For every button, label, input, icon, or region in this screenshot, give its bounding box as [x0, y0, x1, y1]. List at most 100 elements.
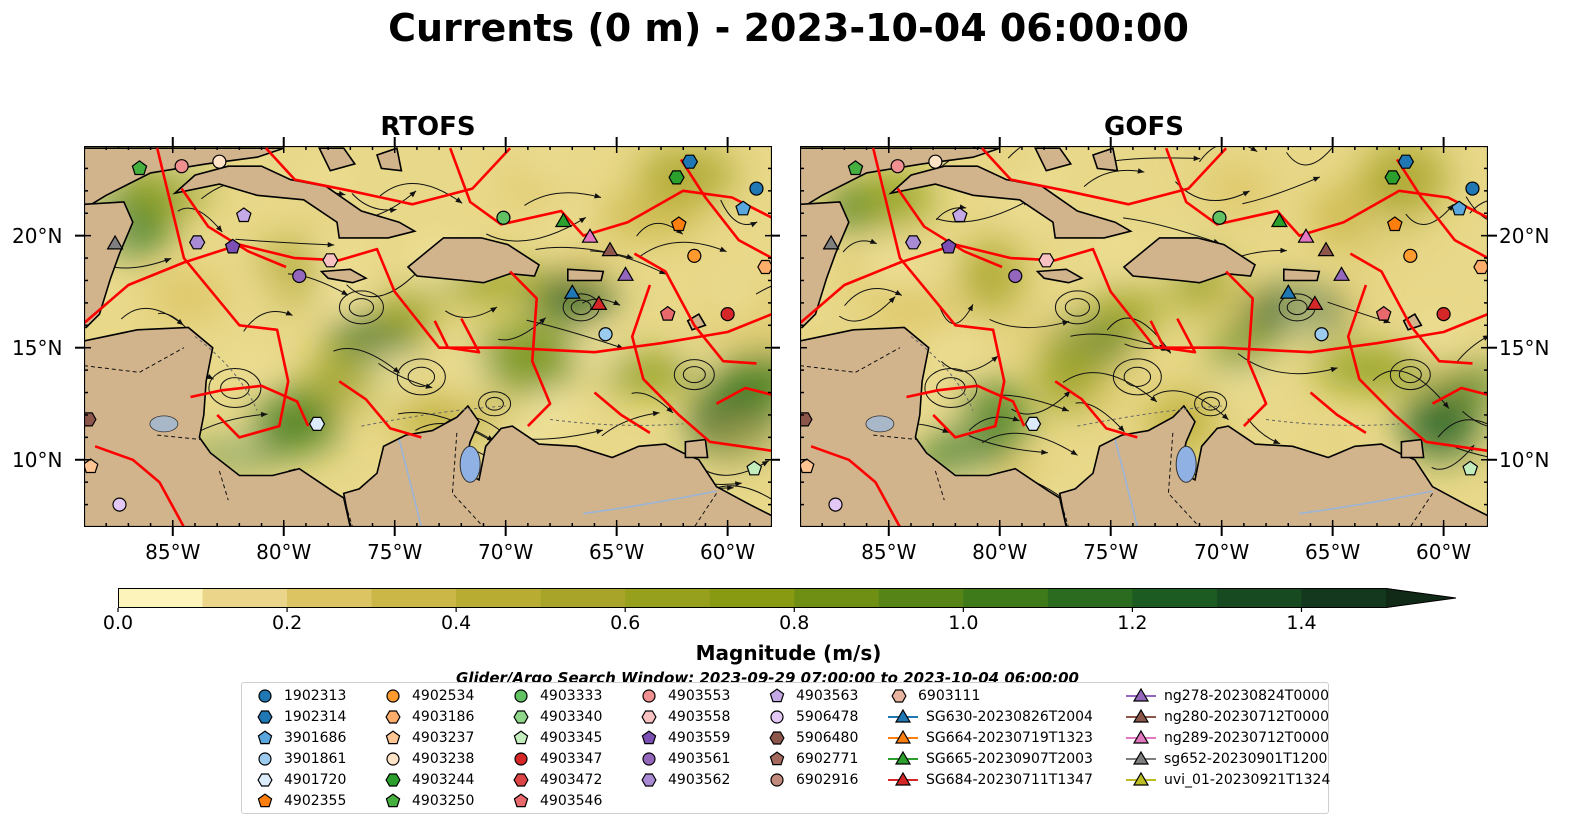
legend-triangle-icon[interactable]: [1132, 771, 1150, 786]
legend-triangle-icon[interactable]: [894, 750, 912, 765]
legend-triangle-icon[interactable]: [894, 729, 912, 744]
legend-symbol-icon[interactable]: [257, 710, 273, 724]
legend-symbol-icon[interactable]: [513, 730, 529, 745]
float-marker[interactable]: [1473, 259, 1488, 275]
legend-symbol-icon[interactable]: [642, 689, 656, 703]
float-marker[interactable]: [1451, 200, 1468, 216]
float-marker[interactable]: [1008, 268, 1023, 284]
legend-symbol-icon[interactable]: [513, 710, 529, 724]
float-marker[interactable]: [224, 238, 241, 254]
glider-marker[interactable]: [1270, 212, 1288, 228]
legend-symbol-icon[interactable]: [769, 688, 785, 703]
float-marker[interactable]: [1386, 216, 1403, 232]
float-marker[interactable]: [598, 327, 613, 342]
legend-symbol-icon[interactable]: [258, 752, 272, 766]
glider-marker[interactable]: [1306, 295, 1324, 310]
float-marker[interactable]: [1397, 154, 1415, 169]
glider-marker[interactable]: [106, 234, 124, 250]
float-marker[interactable]: [951, 207, 968, 223]
float-marker[interactable]: [496, 210, 511, 225]
float-marker[interactable]: [687, 248, 702, 263]
legend-symbol-icon[interactable]: [513, 773, 529, 787]
float-marker[interactable]: [174, 159, 189, 174]
legend-triangle-icon[interactable]: [894, 771, 912, 786]
float-marker[interactable]: [1465, 181, 1480, 196]
legend-symbol-icon[interactable]: [770, 710, 784, 724]
float-marker[interactable]: [131, 160, 148, 176]
float-marker[interactable]: [659, 305, 676, 321]
gofs-map[interactable]: [800, 146, 1488, 527]
float-marker[interactable]: [890, 159, 905, 174]
legend-symbol-icon[interactable]: [641, 710, 657, 724]
float-marker[interactable]: [735, 200, 752, 216]
legend-symbol-icon[interactable]: [385, 710, 401, 724]
float-marker[interactable]: [1462, 460, 1479, 476]
legend-symbol-icon[interactable]: [642, 752, 656, 766]
legend-symbol-icon[interactable]: [641, 730, 657, 745]
float-marker[interactable]: [308, 416, 326, 431]
float-marker[interactable]: [746, 460, 763, 476]
map-canvas[interactable]: [800, 146, 1488, 527]
float-marker[interactable]: [757, 259, 772, 275]
legend-symbol-icon[interactable]: [514, 752, 528, 766]
float-marker[interactable]: [1038, 253, 1055, 268]
glider-marker[interactable]: [617, 266, 635, 281]
legend-symbol-icon[interactable]: [257, 730, 273, 745]
float-marker[interactable]: [212, 154, 227, 169]
float-marker[interactable]: [1403, 248, 1418, 263]
float-marker[interactable]: [940, 238, 957, 254]
legend-symbol-icon[interactable]: [769, 731, 785, 745]
float-marker[interactable]: [828, 497, 843, 512]
float-marker[interactable]: [720, 306, 735, 322]
legend-symbol-icon[interactable]: [891, 689, 907, 703]
legend-symbol-icon[interactable]: [385, 773, 401, 787]
legend-symbol-icon[interactable]: [513, 793, 529, 808]
legend-symbol-icon[interactable]: [385, 730, 401, 745]
float-marker[interactable]: [235, 207, 252, 223]
glider-marker[interactable]: [554, 212, 572, 228]
legend-symbol-icon[interactable]: [769, 751, 785, 766]
legend-symbol-icon[interactable]: [257, 793, 273, 808]
float-marker[interactable]: [847, 160, 864, 176]
glider-marker[interactable]: [1317, 241, 1335, 257]
legend-symbol-icon[interactable]: [386, 752, 400, 766]
float-marker[interactable]: [1384, 170, 1401, 185]
legend-symbol-icon[interactable]: [385, 793, 401, 808]
glider-marker[interactable]: [581, 228, 599, 243]
legend-symbol-icon[interactable]: [257, 773, 273, 787]
legend-symbol-icon[interactable]: [641, 773, 657, 787]
float-marker[interactable]: [681, 154, 699, 169]
float-marker[interactable]: [1375, 305, 1392, 321]
glider-marker[interactable]: [563, 284, 581, 299]
legend-triangle-icon[interactable]: [1132, 708, 1150, 723]
float-marker[interactable]: [1024, 416, 1042, 431]
legend-symbol-icon[interactable]: [514, 689, 528, 703]
glider-marker[interactable]: [1297, 228, 1315, 243]
float-marker[interactable]: [1212, 210, 1227, 225]
map-canvas[interactable]: [84, 146, 772, 527]
legend-triangle-icon[interactable]: [1132, 750, 1150, 765]
glider-marker[interactable]: [590, 295, 608, 310]
legend-triangle-icon[interactable]: [894, 708, 912, 723]
float-marker[interactable]: [749, 181, 764, 196]
glider-marker[interactable]: [601, 241, 619, 257]
rtofs-map[interactable]: [84, 146, 772, 527]
legend-triangle-icon[interactable]: [1132, 687, 1150, 702]
float-marker[interactable]: [292, 268, 307, 284]
glider-marker[interactable]: [1279, 284, 1297, 299]
float-marker[interactable]: [928, 154, 943, 169]
glider-marker[interactable]: [1333, 266, 1351, 281]
float-marker[interactable]: [670, 216, 687, 232]
legend-triangle-icon[interactable]: [1132, 729, 1150, 744]
float-marker[interactable]: [112, 497, 127, 512]
glider-marker[interactable]: [822, 234, 840, 250]
legend-symbol-icon[interactable]: [386, 689, 400, 703]
float-marker[interactable]: [1314, 327, 1329, 342]
float-marker[interactable]: [322, 253, 339, 268]
legend-symbol-icon[interactable]: [258, 689, 272, 703]
float-marker[interactable]: [905, 235, 922, 250]
float-marker[interactable]: [189, 235, 206, 250]
legend-symbol-icon[interactable]: [770, 773, 784, 787]
float-marker[interactable]: [1436, 306, 1451, 322]
float-marker[interactable]: [668, 170, 685, 185]
